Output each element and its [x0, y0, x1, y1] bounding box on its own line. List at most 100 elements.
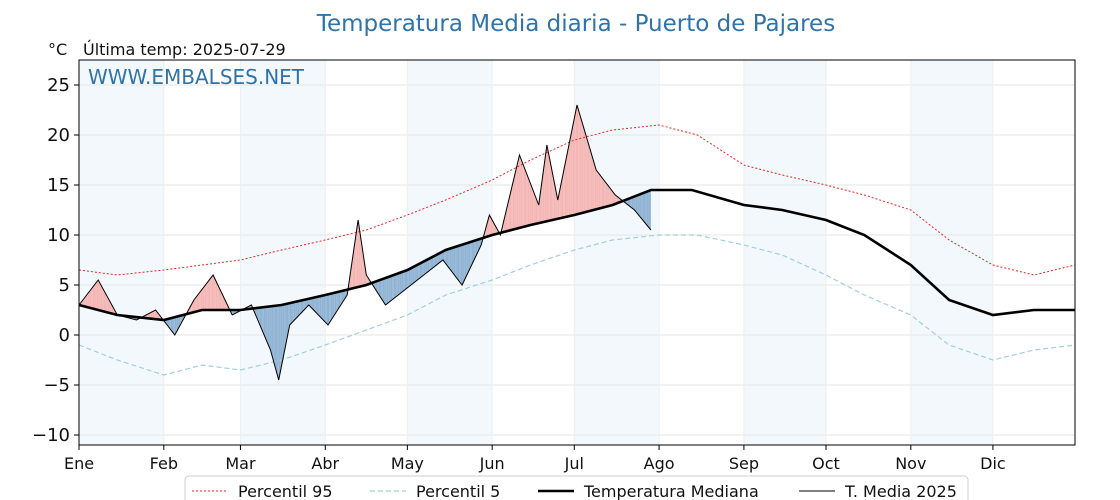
- month-band-Jul: [574, 60, 660, 445]
- anomaly-fill-cold: [475, 239, 478, 257]
- anomaly-fill-cold: [174, 316, 177, 335]
- anomaly-fill-cold: [637, 194, 639, 215]
- y-tick-label: 15: [47, 175, 70, 196]
- anomaly-fill-warm: [213, 275, 215, 310]
- anomaly-fill-cold: [274, 305, 277, 370]
- anomaly-fill-warm: [602, 178, 605, 208]
- anomaly-fill-warm: [507, 200, 509, 232]
- anomaly-fill-cold: [343, 290, 345, 302]
- y-tick-label: −10: [32, 425, 70, 446]
- anomaly-fill-warm: [597, 171, 599, 209]
- anomaly-fill-warm: [98, 280, 100, 311]
- watermark: WWW.EMBALSES.NET: [88, 65, 305, 89]
- anomaly-fill-cold: [375, 281, 378, 293]
- y-tick-label: 0: [59, 325, 70, 346]
- anomaly-fill-cold: [262, 307, 264, 334]
- anomaly-fill-warm: [509, 189, 512, 231]
- anomaly-fill-warm: [85, 294, 88, 308]
- anomaly-fill-cold: [456, 246, 458, 280]
- anomaly-fill-cold: [645, 191, 647, 225]
- unit-label: °C: [48, 40, 67, 59]
- anomaly-fill-warm: [202, 287, 204, 310]
- anomaly-fill-warm: [207, 280, 209, 310]
- anomaly-fill-cold: [470, 241, 472, 268]
- anomaly-fill-warm: [87, 292, 89, 308]
- anomaly-fill-cold: [377, 280, 379, 295]
- anomaly-fill-cold: [403, 271, 405, 292]
- anomaly-fill-warm: [572, 118, 575, 216]
- anomaly-fill-warm: [566, 152, 568, 217]
- anomaly-fill-warm: [520, 158, 523, 228]
- y-axis-ticks: 25 20 15 10 5 0 −5 −10: [32, 75, 79, 446]
- anomaly-fill-cold: [392, 275, 394, 300]
- anomaly-fill-cold: [307, 298, 309, 307]
- anomaly-fill-warm: [600, 175, 602, 209]
- anomaly-fill-warm: [489, 215, 491, 236]
- anomaly-fill-cold: [437, 253, 439, 265]
- anomaly-fill-cold: [302, 300, 304, 313]
- anomaly-fill-cold: [266, 306, 268, 344]
- anomaly-fill-warm: [493, 222, 495, 235]
- anomaly-fill-cold: [312, 297, 315, 311]
- anomaly-fill-warm: [586, 137, 588, 212]
- month-bands: [79, 60, 993, 445]
- anomaly-fill-warm: [512, 177, 515, 230]
- anomaly-fill-cold: [176, 316, 178, 333]
- anomaly-fill-warm: [522, 162, 524, 228]
- anomaly-fill-cold: [378, 280, 380, 297]
- anomaly-fill-cold: [267, 306, 270, 347]
- anomaly-fill-cold: [337, 291, 339, 310]
- anomaly-fill-cold: [401, 271, 404, 293]
- anomaly-fill-warm: [221, 292, 223, 310]
- anomaly-fill-warm: [604, 180, 606, 208]
- anomaly-fill-cold: [390, 275, 393, 301]
- anomaly-fill-cold: [297, 300, 300, 317]
- anomaly-fill-warm: [150, 312, 152, 319]
- anomaly-fill-cold: [388, 276, 390, 303]
- x-tick-label: Mar: [225, 454, 256, 473]
- x-tick-label: Feb: [150, 454, 178, 473]
- anomaly-fill-cold: [325, 294, 327, 324]
- anomaly-fill-cold: [296, 301, 298, 318]
- anomaly-fill-warm: [563, 166, 565, 218]
- anomaly-fill-cold: [330, 293, 333, 321]
- month-band-Nov: [910, 60, 993, 445]
- anomaly-fill-cold: [178, 315, 181, 328]
- anomaly-fill-cold: [414, 265, 416, 283]
- anomaly-fill-cold: [284, 304, 286, 353]
- anomaly-fill-cold: [634, 195, 636, 212]
- anomaly-fill-warm: [561, 172, 564, 218]
- anomaly-fill-warm: [567, 145, 569, 217]
- anomaly-fill-warm: [529, 180, 531, 226]
- anomaly-fill-warm: [616, 196, 619, 204]
- anomaly-fill-warm: [579, 114, 582, 214]
- anomaly-fill-cold: [471, 241, 474, 265]
- anomaly-fill-cold: [425, 260, 427, 274]
- anomaly-fill-cold: [315, 296, 318, 314]
- anomaly-fill-cold: [464, 243, 467, 280]
- anomaly-fill-cold: [412, 266, 415, 284]
- anomaly-fill-cold: [326, 294, 328, 325]
- anomaly-fill-warm: [200, 289, 203, 311]
- anomaly-fill-warm: [492, 220, 494, 235]
- anomaly-fill-warm: [570, 132, 572, 216]
- anomaly-fill-cold: [405, 270, 408, 289]
- anomaly-fill-warm: [608, 186, 610, 207]
- anomaly-fill-cold: [311, 297, 313, 310]
- anomaly-fill-cold: [416, 264, 419, 281]
- anomaly-fill-cold: [407, 269, 409, 288]
- y-tick-label: 20: [47, 125, 70, 146]
- series-line-percentil-5: [78, 234, 1076, 376]
- anomaly-fill-cold: [423, 260, 426, 275]
- anomaly-fills: [79, 105, 651, 380]
- anomaly-fill-warm: [598, 173, 601, 209]
- anomaly-fill-warm: [215, 280, 218, 310]
- anomaly-fill-warm: [508, 195, 510, 231]
- anomaly-fill-cold: [319, 295, 322, 318]
- legend: Percentil 95 Percentil 5 Temperatura Med…: [184, 475, 969, 500]
- anomaly-fill-cold: [440, 252, 442, 263]
- anomaly-fill-warm: [523, 165, 526, 227]
- anomaly-fill-cold: [444, 250, 446, 264]
- anomaly-fill-warm: [612, 191, 614, 205]
- anomaly-fill-warm: [607, 184, 609, 207]
